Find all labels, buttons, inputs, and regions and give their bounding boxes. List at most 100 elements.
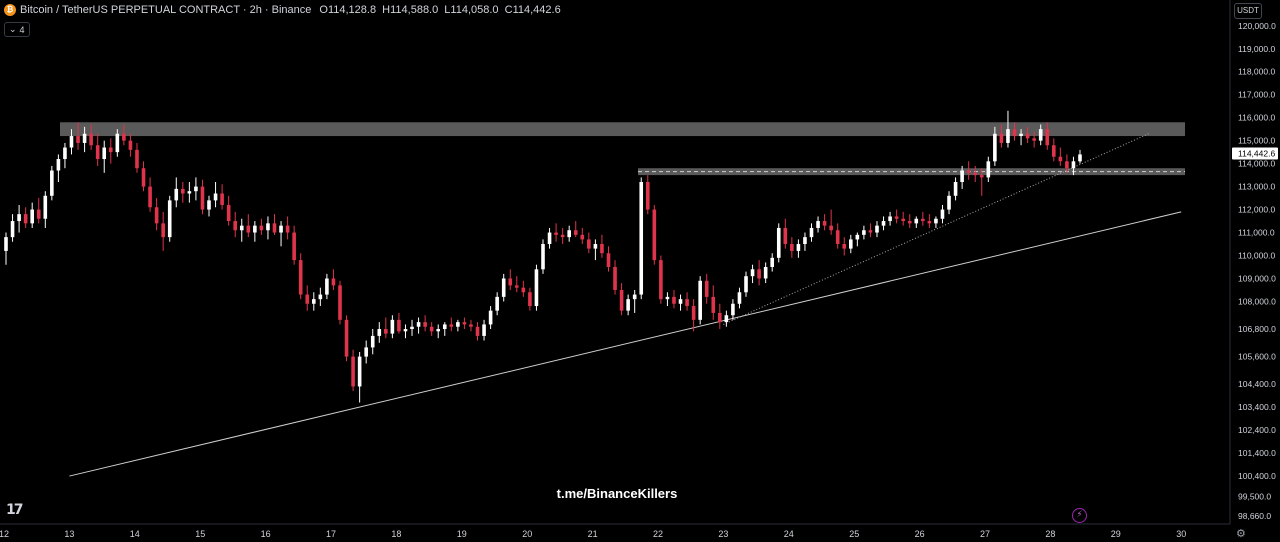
candle — [495, 292, 499, 316]
candle — [521, 280, 526, 297]
candle — [907, 214, 912, 228]
candle-body — [305, 294, 310, 304]
price-tick-label: 118,000.0 — [1238, 67, 1275, 77]
candle — [999, 124, 1004, 148]
candle — [344, 315, 349, 362]
candle — [606, 246, 611, 272]
indicators-toggle-button[interactable]: ⌄ 4 — [4, 22, 30, 37]
candle — [829, 209, 833, 235]
candle — [23, 207, 28, 228]
candle-body — [901, 218, 905, 222]
price-tick-label: 108,000.0 — [1238, 296, 1276, 306]
candle — [253, 221, 257, 242]
candle-body — [377, 329, 382, 336]
candle-body — [351, 356, 355, 387]
candle-body — [659, 260, 663, 300]
candle-body — [469, 324, 473, 327]
candle — [947, 191, 951, 215]
time-tick-label: 29 — [1111, 529, 1121, 539]
price-tick-label: 104,400.0 — [1238, 379, 1276, 389]
candle — [888, 211, 892, 226]
candle — [835, 223, 840, 249]
candle — [154, 198, 159, 231]
price-tick-label: 115,000.0 — [1238, 136, 1275, 146]
bitcoin-icon: ₿ — [4, 4, 16, 16]
candle — [272, 214, 277, 235]
price-tick-label: 120,000.0 — [1238, 21, 1276, 31]
candle-body — [56, 159, 61, 171]
price-tick-label: 116,000.0 — [1238, 113, 1275, 123]
candle — [148, 177, 152, 212]
candle — [1025, 126, 1030, 143]
candle-body — [102, 147, 107, 160]
price-tick-label: 101,400.0 — [1238, 448, 1276, 458]
candle — [960, 165, 964, 189]
candle-body — [122, 133, 126, 141]
candle — [934, 216, 938, 228]
candle — [776, 223, 781, 263]
candle-body — [207, 200, 211, 210]
candle — [554, 223, 558, 242]
candle — [167, 195, 172, 242]
gear-icon[interactable]: ⚙ — [1236, 527, 1246, 540]
candle — [659, 255, 663, 304]
time-tick-label: 28 — [1045, 529, 1055, 539]
candle-body — [488, 310, 493, 325]
resistance-zones — [60, 122, 1185, 176]
candle — [613, 260, 617, 295]
candle-body — [894, 216, 899, 219]
candle-body — [141, 168, 146, 187]
candle — [220, 184, 224, 210]
time-tick-label: 15 — [195, 529, 205, 539]
candle — [82, 126, 87, 153]
candle — [89, 124, 93, 150]
candle — [469, 319, 473, 332]
candle-body — [541, 244, 545, 270]
currency-selector[interactable]: USDT — [1234, 3, 1262, 19]
high-value: 114,588.0 — [390, 4, 439, 16]
candle — [901, 211, 905, 226]
candle — [1058, 147, 1063, 166]
candle — [10, 214, 15, 242]
candle-body — [36, 209, 41, 219]
candle — [370, 329, 375, 355]
lightning-icon[interactable]: ⚡ — [1072, 508, 1087, 523]
candle-body — [528, 292, 532, 307]
candle-body — [442, 324, 447, 330]
candle-body — [993, 133, 997, 162]
candle-body — [76, 136, 80, 143]
candle-body — [776, 227, 781, 258]
candle — [181, 182, 185, 203]
candle — [737, 287, 742, 309]
candle-body — [115, 133, 120, 153]
candle-body — [30, 209, 34, 224]
price-axis: 120,000.0 119,000.0 118,000.0 117,000.0 116,… — [1229, 0, 1278, 524]
candle-body — [560, 234, 565, 238]
candle — [266, 216, 270, 240]
candle-body — [816, 221, 820, 228]
candle — [357, 352, 362, 403]
candle — [384, 317, 388, 339]
symbol-title[interactable]: Bitcoin / TetherUS PERPETUAL CONTRACT · … — [20, 4, 312, 16]
candle — [122, 124, 126, 146]
symbol-header[interactable]: ₿ Bitcoin / TetherUS PERPETUAL CONTRACT … — [4, 4, 564, 16]
candle — [1078, 149, 1082, 164]
time-tick-label: 20 — [522, 529, 532, 539]
candle-body — [862, 230, 866, 235]
candle — [1065, 154, 1069, 173]
tradingview-logo-icon[interactable]: 17 — [6, 502, 24, 518]
candle-body — [161, 223, 165, 238]
candle — [108, 138, 113, 164]
time-tick-label: 26 — [915, 529, 925, 539]
candle-body — [1052, 145, 1056, 157]
candle-body — [384, 329, 388, 334]
candle-body — [95, 145, 100, 160]
candle — [50, 165, 54, 201]
candle — [56, 154, 61, 182]
candle — [809, 223, 814, 242]
candle-body — [934, 218, 938, 224]
trendlines — [69, 133, 1182, 477]
candle-body — [410, 326, 414, 330]
candle-body — [691, 306, 696, 320]
